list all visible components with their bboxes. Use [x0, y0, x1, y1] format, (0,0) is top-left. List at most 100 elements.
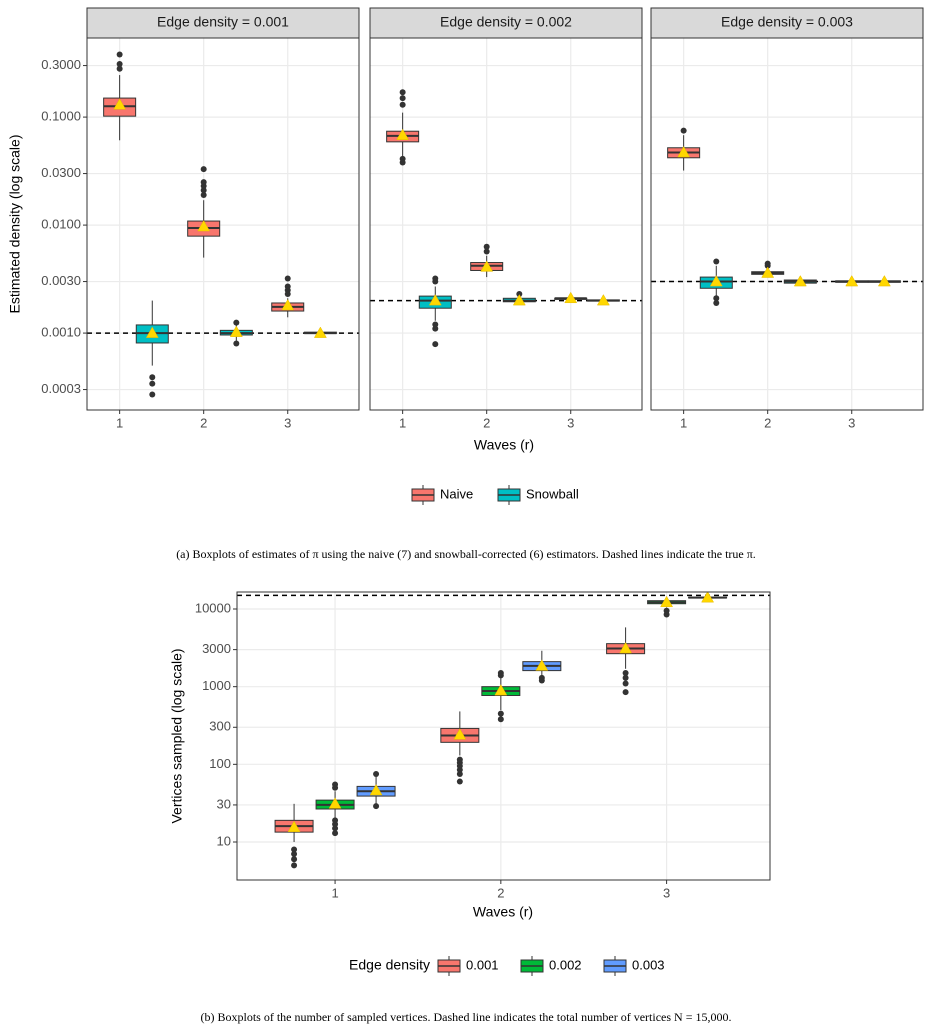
- panel-background: [651, 38, 923, 410]
- outlier: [663, 607, 670, 614]
- outlier: [538, 674, 545, 681]
- outlier: [332, 781, 339, 788]
- outlier: [432, 341, 439, 348]
- legend-label: 0.003: [632, 957, 665, 972]
- y-tick-label: 0.0300: [41, 165, 81, 180]
- outlier: [399, 89, 406, 96]
- mean-marker: [197, 220, 211, 232]
- outlier: [233, 319, 240, 326]
- mean-marker: [369, 784, 383, 796]
- mean-marker: [761, 266, 775, 278]
- mean-marker: [677, 146, 691, 158]
- mean-marker: [535, 659, 549, 671]
- outlier: [373, 771, 380, 778]
- outlier: [497, 669, 504, 676]
- legend-label: 0.002: [549, 957, 582, 972]
- outlier: [516, 291, 523, 298]
- mean-marker: [428, 294, 442, 306]
- panel-background: [87, 38, 359, 410]
- x-tick-label: 3: [284, 415, 291, 430]
- panel-border: [86, 37, 360, 411]
- mean-marker: [845, 275, 859, 287]
- legend-label: 0.001: [466, 957, 499, 972]
- y-tick-label: 100: [209, 756, 231, 771]
- outlier: [332, 817, 339, 824]
- strip-label: Edge density = 0.002: [440, 14, 572, 30]
- outlier: [200, 191, 207, 198]
- y-tick-label: 0.0030: [41, 273, 81, 288]
- x-tick-label: 3: [663, 885, 670, 900]
- mean-marker: [313, 326, 327, 338]
- y-tick-label: 0.1000: [41, 109, 81, 124]
- y-tick-label: 10000: [195, 600, 231, 615]
- outlier: [713, 299, 720, 306]
- outlier: [713, 295, 720, 302]
- outlier: [622, 689, 629, 696]
- outlier: [233, 340, 240, 347]
- x-tick-label: 1: [680, 415, 687, 430]
- mean-marker: [709, 275, 723, 287]
- mean-marker: [564, 291, 578, 304]
- outlier: [399, 95, 406, 102]
- panel-border: [650, 37, 924, 411]
- outlier: [456, 778, 463, 785]
- x-tick-label: 1: [399, 415, 406, 430]
- outlier: [399, 101, 406, 108]
- mean-marker: [281, 299, 295, 311]
- mean-marker: [596, 294, 610, 306]
- mean-marker: [660, 595, 674, 608]
- y-tick-label: 0.0100: [41, 217, 81, 232]
- outlier: [713, 258, 720, 265]
- x-tick-label: 3: [567, 415, 574, 430]
- strip-label: Edge density = 0.003: [721, 14, 853, 30]
- outlier: [284, 283, 291, 290]
- outlier: [622, 674, 629, 681]
- x-tick-label: 2: [483, 415, 490, 430]
- x-axis-title: Waves (r): [473, 904, 533, 920]
- mean-marker: [113, 98, 127, 110]
- outlier: [200, 166, 207, 173]
- outlier: [622, 669, 629, 676]
- y-tick-label: 0.0010: [41, 325, 81, 340]
- x-tick-label: 2: [764, 415, 771, 430]
- outlier: [116, 51, 123, 58]
- legend-title: Edge density: [349, 957, 430, 973]
- y-tick-label: 30: [217, 796, 231, 811]
- outlier: [456, 756, 463, 763]
- mean-marker: [453, 728, 467, 740]
- y-tick-label: 0.3000: [41, 57, 81, 72]
- panel-background: [237, 592, 770, 880]
- y-tick-label: 300: [209, 719, 231, 734]
- x-tick-label: 1: [116, 415, 123, 430]
- mean-marker: [701, 591, 715, 603]
- y-axis-title: Estimated density (log scale): [7, 135, 23, 314]
- y-tick-label: 1000: [202, 678, 231, 693]
- panel-border: [236, 591, 771, 881]
- outlier: [116, 65, 123, 72]
- caption: (a) Boxplots of estimates of π using the…: [176, 547, 756, 561]
- y-tick-label: 0.0003: [41, 381, 81, 396]
- mean-marker: [619, 642, 633, 654]
- outlier: [622, 680, 629, 687]
- outlier: [764, 260, 771, 267]
- panel-background: [370, 38, 642, 410]
- outlier: [200, 179, 207, 186]
- outlier: [149, 380, 156, 387]
- mean-marker: [494, 684, 508, 696]
- outlier: [149, 374, 156, 381]
- x-tick-label: 1: [331, 885, 338, 900]
- outlier: [149, 391, 156, 398]
- outlier: [399, 155, 406, 162]
- y-tick-label: 10: [217, 833, 231, 848]
- y-axis-title: Vertices sampled (log scale): [169, 648, 185, 823]
- strip-label: Edge density = 0.001: [157, 14, 289, 30]
- x-axis-title: Waves (r): [474, 437, 534, 453]
- legend-label: Snowball: [526, 486, 579, 501]
- outlier: [432, 275, 439, 282]
- outlier: [456, 771, 463, 778]
- outlier: [432, 321, 439, 328]
- outlier: [497, 710, 504, 717]
- y-tick-label: 3000: [202, 641, 231, 656]
- outlier: [291, 862, 298, 869]
